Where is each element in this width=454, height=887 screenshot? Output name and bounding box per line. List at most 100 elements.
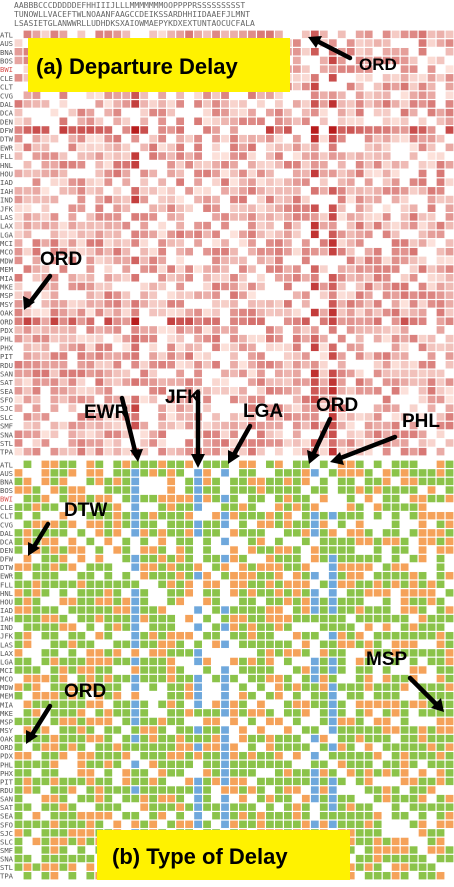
delay-cell-msy-fll — [140, 300, 149, 308]
type-cell-ord-smf — [418, 743, 427, 751]
type-cell-ewr-hou — [158, 572, 167, 580]
type-cell-pit-bna — [32, 777, 41, 786]
delay-cell-stl-tpa — [445, 439, 454, 447]
delay-cell-jfk-mia — [266, 204, 274, 212]
delay-cell-hou-den — [104, 169, 113, 178]
delay-cell-rdu-lax — [212, 360, 220, 369]
type-cell-ord-phl — [328, 743, 337, 751]
type-cell-dtw-aus — [23, 563, 32, 571]
delay-cell-iah-rdu — [355, 187, 364, 195]
delay-cell-iah-ord — [310, 187, 319, 195]
delay-cell-sna-msy — [292, 430, 301, 439]
delay-cell-san-sjc — [400, 369, 409, 378]
type-cell-dtw-iad — [167, 563, 176, 571]
type-cell-dfw-san — [364, 554, 373, 563]
type-cell-mco-dtw — [122, 674, 131, 683]
type-cell-phx-san — [364, 769, 373, 777]
delay-cell-atl-slc — [409, 30, 418, 39]
delay-cell-lax-atl — [14, 221, 23, 230]
delay-cell-phl-slc — [409, 334, 418, 343]
delay-cell-pit-hnl — [149, 352, 158, 360]
type-cell-cle-mke — [275, 503, 283, 511]
delay-cell-iad-oak — [301, 178, 310, 186]
type-cell-sfo-rdu — [355, 820, 364, 828]
delay-cell-bos-pdx — [319, 56, 328, 65]
delay-cell-atl-jfk — [194, 30, 202, 39]
delay-cell-atl-aus — [23, 30, 32, 39]
delay-cell-cvg-san — [364, 91, 373, 99]
delay-cell-cvg-smf — [418, 91, 427, 99]
type-cell-msp-hou — [158, 717, 167, 726]
row-label-b-las: LAS — [0, 640, 13, 649]
type-cell-sat-pit — [346, 803, 355, 811]
type-cell-msy-san — [364, 726, 373, 734]
type-cell-san-den — [104, 794, 113, 803]
type-cell-msy-sjc — [400, 726, 409, 734]
delay-cell-msp-stl — [436, 291, 445, 299]
type-cell-iah-sea — [382, 614, 391, 623]
type-cell-mco-rdu — [355, 674, 364, 683]
type-cell-aus-smf — [418, 469, 427, 477]
row-label-b-msp: MSP — [0, 717, 13, 726]
ord-col-arrow — [309, 416, 333, 460]
delay-cell-fll-bwi — [50, 152, 59, 160]
type-cell-phl-mci — [230, 760, 238, 768]
delay-cell-las-msp — [283, 213, 292, 221]
delay-cell-sat-mia — [266, 378, 274, 386]
type-cell-msp-bna — [32, 717, 41, 726]
delay-cell-bos-slc — [409, 56, 418, 65]
type-cell-mco-oak — [301, 674, 310, 683]
delay-cell-rdu-mco — [239, 360, 247, 369]
type-cell-las-rdu — [355, 640, 364, 648]
delay-cell-las-mdw — [248, 213, 256, 221]
type-cell-jfk-mco — [239, 632, 247, 640]
delay-cell-den-mdw — [248, 117, 256, 126]
type-cell-clt-iad — [167, 512, 176, 520]
delay-cell-lga-stl — [436, 230, 445, 239]
type-cell-mdw-sna — [427, 683, 436, 691]
delay-cell-dal-bos — [41, 100, 50, 108]
type-cell-dal-hnl — [149, 529, 158, 537]
delay-cell-aus-sna — [427, 39, 436, 47]
type-cell-dtw-mem — [257, 563, 265, 571]
type-cell-mia-dtw — [122, 700, 131, 708]
delay-cell-dca-den — [104, 108, 113, 117]
type-cell-dal-msy — [292, 529, 301, 537]
type-cell-hnl-oak — [301, 589, 310, 597]
type-cell-cvg-sfo — [391, 520, 400, 528]
delay-cell-mco-dca — [95, 247, 104, 256]
type-cell-mdw-rdu — [355, 683, 364, 691]
type-cell-ind-cle — [59, 623, 68, 631]
type-cell-bos-pdx — [319, 486, 328, 494]
type-cell-sea-mco — [239, 812, 247, 820]
delay-cell-iah-ewr — [131, 187, 140, 195]
delay-cell-pdx-sjc — [400, 326, 409, 334]
type-cell-ord-dtw — [122, 743, 131, 751]
type-cell-lax-dal — [86, 649, 95, 657]
row-label-b-dca: DCA — [0, 537, 14, 546]
type-cell-hnl-mci — [230, 589, 238, 597]
delay-cell-dal-msy — [292, 100, 301, 108]
type-cell-dal-sea — [382, 529, 391, 537]
delay-cell-phl-sfo — [391, 334, 400, 343]
type-cell-oak-lga — [221, 734, 229, 743]
delay-cell-msp-tpa — [445, 291, 454, 299]
delay-cell-pit-sat — [373, 352, 382, 360]
type-cell-hnl-bna — [32, 589, 41, 597]
delay-cell-dca-mdw — [248, 108, 256, 117]
delay-cell-dfw-sfo — [391, 126, 400, 134]
type-cell-mdw-aus — [23, 683, 32, 691]
delay-cell-mco-phl — [328, 247, 337, 256]
delay-cell-lax-mem — [257, 221, 265, 230]
type-cell-dal-den — [104, 529, 113, 537]
type-cell-san-tpa — [445, 794, 454, 803]
delay-cell-den-phx — [337, 117, 346, 126]
row-label-a-iah: IAH — [0, 187, 13, 196]
delay-cell-mdw-bna — [32, 256, 41, 265]
delay-cell-jfk-sjc — [400, 204, 409, 212]
type-cell-bos-dtw — [122, 486, 131, 494]
delay-cell-bos-phl — [328, 56, 337, 65]
type-cell-dca-sfo — [391, 537, 400, 546]
delay-cell-mci-iad — [167, 239, 176, 247]
delay-cell-atl-dca — [95, 30, 104, 39]
